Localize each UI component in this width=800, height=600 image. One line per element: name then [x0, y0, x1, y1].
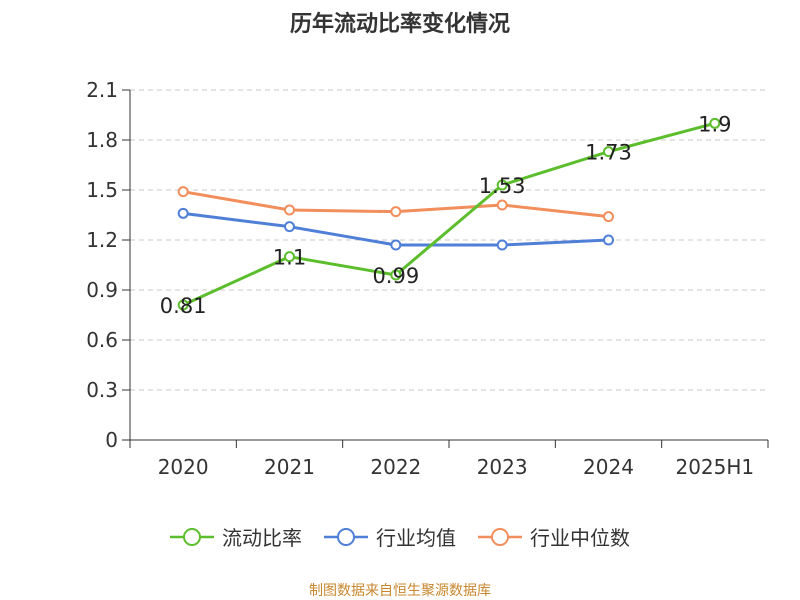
- chart-legend: 流动比率 行业均值 行业中位数: [0, 522, 800, 551]
- y-tick-label: 0.3: [86, 378, 118, 402]
- y-tick-label: 0: [105, 428, 118, 452]
- legend-label: 行业均值: [376, 526, 456, 550]
- legend-swatch: [324, 527, 368, 546]
- y-tick-label: 1.5: [86, 178, 118, 202]
- data-label: 1.53: [479, 174, 526, 198]
- data-point: [603, 146, 614, 158]
- chart-title: 历年流动比率变化情况: [289, 12, 510, 37]
- data-label: 0.81: [160, 294, 207, 318]
- data-point: [390, 206, 402, 218]
- data-point: [177, 186, 189, 198]
- legend-item: 行业中位数: [478, 522, 630, 551]
- data-point: [496, 199, 508, 211]
- data-point: [603, 211, 614, 223]
- x-tick-label: 2024: [583, 455, 634, 479]
- data-label: 1.9: [698, 112, 731, 136]
- y-tick-label: 1.2: [86, 228, 118, 252]
- data-point: [284, 221, 295, 233]
- data-point: [709, 117, 721, 129]
- x-tick-label: 2023: [477, 455, 528, 479]
- data-point: [177, 299, 189, 311]
- x-tick-label: 2025H1: [675, 455, 754, 479]
- legend-item: 流动比率: [170, 522, 302, 551]
- legend-item: 行业均值: [324, 522, 456, 551]
- source-caption: 制图数据来自恒生聚源数据库: [309, 583, 491, 599]
- legend-swatch: [170, 527, 214, 546]
- legend-label: 流动比率: [222, 526, 302, 550]
- data-label: 1.73: [585, 141, 632, 165]
- data-point: [496, 239, 508, 251]
- data-point: [390, 269, 402, 281]
- y-tick-label: 0.9: [86, 278, 118, 302]
- data-point: [496, 179, 508, 191]
- data-point: [603, 234, 614, 246]
- data-point: [390, 239, 402, 251]
- legend-swatch: [478, 527, 522, 546]
- data-point: [284, 251, 295, 263]
- data-label: 0.99: [372, 264, 419, 288]
- x-tick-label: 2022: [370, 455, 421, 479]
- legend-label: 行业中位数: [530, 526, 630, 550]
- y-tick-label: 1.8: [86, 128, 118, 152]
- data-point: [284, 204, 295, 216]
- y-tick-label: 0.6: [86, 328, 118, 352]
- data-label: 1.1: [273, 246, 306, 270]
- series-line-0: [182, 121, 716, 307]
- x-tick-label: 2021: [264, 455, 315, 479]
- x-tick-label: 2020: [158, 455, 209, 479]
- y-tick-label: 2.1: [86, 78, 118, 102]
- data-point: [177, 207, 189, 219]
